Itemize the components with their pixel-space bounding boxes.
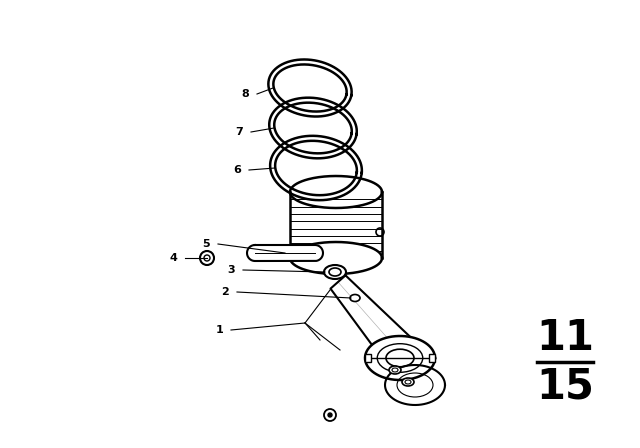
Circle shape — [328, 413, 332, 417]
Polygon shape — [275, 141, 357, 195]
Polygon shape — [290, 176, 382, 208]
Polygon shape — [290, 192, 382, 258]
Polygon shape — [269, 98, 356, 158]
Polygon shape — [365, 336, 435, 380]
Text: 5: 5 — [202, 239, 210, 249]
Ellipse shape — [324, 265, 346, 279]
Ellipse shape — [402, 378, 414, 386]
Text: 7: 7 — [236, 127, 243, 137]
Text: 15: 15 — [536, 365, 594, 407]
Text: 6: 6 — [233, 165, 241, 175]
Text: 3: 3 — [227, 265, 235, 275]
Polygon shape — [270, 136, 362, 200]
Ellipse shape — [389, 366, 401, 374]
Polygon shape — [247, 245, 323, 261]
Text: 2: 2 — [221, 287, 229, 297]
Text: 4: 4 — [169, 253, 177, 263]
Bar — [429, 354, 435, 362]
Polygon shape — [290, 242, 382, 274]
Circle shape — [200, 251, 214, 265]
Polygon shape — [385, 365, 445, 405]
Text: 11: 11 — [536, 317, 594, 359]
Polygon shape — [268, 60, 351, 116]
Polygon shape — [330, 276, 412, 362]
Polygon shape — [273, 65, 347, 112]
Text: 1: 1 — [215, 325, 223, 335]
Bar — [365, 354, 371, 362]
Text: 8: 8 — [241, 89, 249, 99]
Polygon shape — [274, 103, 352, 153]
Ellipse shape — [350, 294, 360, 302]
